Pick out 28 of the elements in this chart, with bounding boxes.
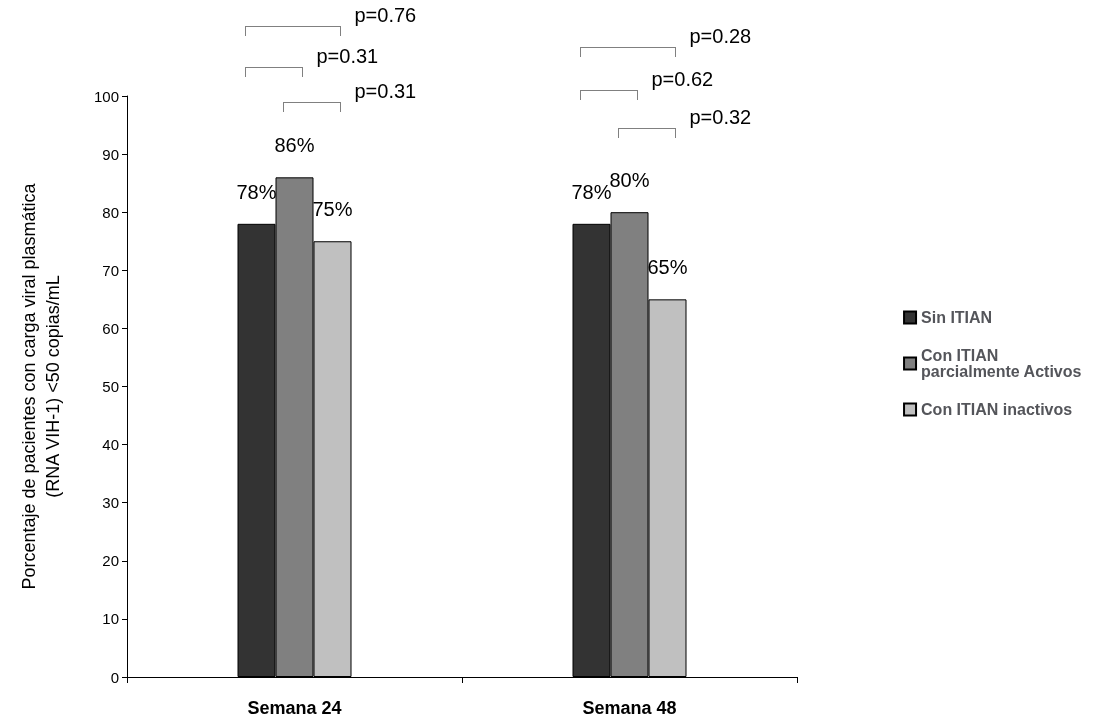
legend-label: Sin ITIAN: [921, 309, 993, 326]
data-label: 65%: [647, 256, 688, 279]
y-tick-label: 20: [102, 552, 119, 570]
text: p=0.28: [689, 24, 752, 48]
y-tick-label: 40: [102, 436, 119, 454]
y-tick-label: 100: [93, 87, 119, 105]
y-tick-label: 30: [102, 494, 119, 512]
annotation: p=0.31: [354, 79, 417, 103]
legend-label: Con ITIAN inactivos: [921, 401, 1073, 418]
annotation: p=0.32: [689, 105, 752, 129]
y-tick-label: 10: [102, 610, 119, 628]
y-tick-label: 80: [102, 203, 119, 221]
y-tick-label: 50: [102, 378, 119, 395]
data-label: 86%: [274, 134, 315, 157]
text: p=0.31: [316, 44, 379, 68]
legend-label: Con ITIAN parcialmente Activos: [921, 347, 1082, 380]
y-tick-label: 0: [110, 668, 119, 686]
y-tick-label: 60: [102, 319, 119, 337]
text: p=0.62: [651, 68, 714, 92]
y-tick-label: 70: [102, 261, 119, 279]
y-axis-title: Porcentaje de pacientes con carga viral plasmática (RNA VIH-1) <50 copias/mL: [19, 182, 63, 590]
data-label: 80%: [609, 169, 650, 192]
x-tick-label: Semana 48: [582, 698, 677, 718]
text: p=0.76: [354, 4, 417, 28]
data-label: 78%: [236, 180, 277, 203]
y-tick-label: 90: [102, 145, 119, 163]
data-label: 75%: [312, 198, 353, 221]
x-tick-label: Semana 24: [247, 698, 342, 718]
